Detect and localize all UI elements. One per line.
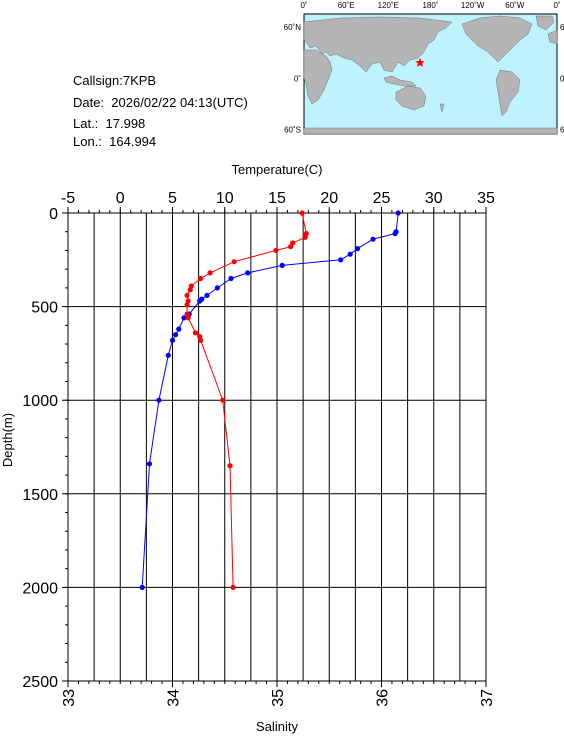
salinity-data-point (184, 302, 190, 308)
depth-tick-label: 0 (49, 206, 58, 223)
temperature-tick-label: 5 (168, 190, 177, 207)
temperature-tick-label: 0 (116, 190, 125, 207)
date-label: Date: 2026/02/22 04:13(UTC) (73, 95, 248, 110)
depth-tick-label: 2500 (22, 674, 58, 691)
salinity-data-point (227, 463, 233, 469)
land-australia (395, 85, 427, 111)
temperature-data-point (204, 292, 210, 298)
map-lat-label-left: 60˚N (284, 23, 302, 32)
map-lat-label-right: 60˚S (560, 126, 564, 135)
temperature-data-point (173, 332, 179, 338)
callsign-label: Callsign:7KPB (73, 73, 157, 88)
temperature-data-point (279, 262, 285, 268)
map-lon-label: 60˚W (505, 1, 525, 10)
salinity-data-point (288, 244, 294, 250)
land-new-zealand (439, 103, 445, 113)
salinity-data-point (231, 259, 237, 265)
temperature-tick-label: 20 (320, 190, 338, 207)
map-lat-label-right: 60˚N (560, 23, 564, 32)
longitude-label: Lon.: 164.994 (73, 134, 157, 149)
temperature-tick-label: 15 (268, 190, 286, 207)
salinity-data-point (184, 292, 190, 298)
map-lon-label: 0˚ (300, 1, 307, 10)
land-indonesia (383, 75, 417, 87)
temperature-data-point (197, 298, 203, 304)
depth-tick-label: 2000 (22, 580, 58, 597)
salinity-data-point (220, 397, 226, 403)
map-land (303, 15, 558, 135)
map-latitude-labels: 60˚N 60˚N 0˚ 0˚ 60˚S 60˚S (284, 23, 564, 135)
temperature-data-point (354, 246, 361, 252)
plot-grid (67, 212, 487, 682)
depth-axis-label: Depth(m) (0, 413, 15, 467)
temperature-data-point (338, 257, 344, 263)
data-series (139, 210, 401, 591)
salinity-data-point (299, 210, 305, 216)
map-lon-label: 180˚ (422, 1, 438, 10)
salinity-tick-label: 33 (61, 689, 78, 707)
land-europe-east (547, 29, 558, 45)
map-lon-label: 120˚E (378, 1, 399, 10)
salinity-data-point (302, 234, 308, 240)
depth-tick-label: 500 (31, 300, 58, 317)
temperature-data-point (139, 584, 145, 591)
map-lon-label: 60˚E (338, 1, 355, 10)
temperature-tick-label: 25 (373, 190, 391, 207)
depth-tick-label: 1000 (22, 393, 58, 410)
temperature-data-point (245, 270, 251, 276)
temperature-axis-label: Temperature(C) (231, 162, 322, 177)
salinity-axis-label: Salinity (256, 719, 298, 734)
map-lon-label: 120˚W (461, 1, 485, 10)
salinity-data-point (185, 315, 191, 321)
temperature-data-point (146, 461, 153, 467)
temperature-data-point (395, 210, 401, 216)
salinity-data-point (198, 275, 204, 282)
map-lon-label: 0˚ (553, 1, 560, 10)
salinity-data-point (187, 287, 193, 293)
salinity-data-point (230, 584, 236, 591)
land-greenland (535, 15, 555, 31)
land-south-america (495, 69, 521, 117)
temperature-data-point (181, 315, 187, 321)
temperature-data-point (228, 275, 234, 282)
map-lat-label-left: 60˚S (284, 126, 301, 135)
temperature-data-point (392, 231, 398, 237)
map-lat-label-right: 0˚ (560, 74, 564, 83)
station-marker (415, 57, 425, 67)
temperature-data-point (214, 285, 220, 291)
land-antarctica (303, 127, 558, 135)
salinity-data-point (198, 337, 204, 343)
temperature-data-point (176, 326, 182, 332)
temperature-data-point (165, 352, 171, 358)
temperature-data-point (169, 337, 176, 343)
land-north-america (461, 15, 533, 63)
salinity-data-point (273, 247, 279, 253)
latitude-label: Lat.: 17.998 (73, 116, 146, 131)
temperature-tick-label: 30 (425, 190, 443, 207)
salinity-tick-label: 37 (479, 689, 496, 707)
land-africa (303, 49, 333, 105)
salinity-tick-label: 36 (375, 689, 392, 707)
temperature-tick-label: -5 (61, 190, 75, 207)
temperature-tick-label: 10 (216, 190, 234, 207)
depth-tick-label: 1500 (22, 487, 58, 504)
salinity-data-point (192, 330, 199, 336)
temperature-data-point (347, 251, 353, 257)
temperature-data-point (156, 397, 162, 403)
salinity-data-point (207, 270, 213, 276)
temperature-data-point (370, 236, 376, 242)
salinity-tick-label: 35 (270, 689, 287, 707)
temperature-tick-label: 35 (477, 190, 495, 207)
map-lat-label-left: 0˚ (294, 74, 301, 83)
salinity-tick-label: 34 (166, 689, 183, 707)
map-longitude-labels: 0˚ 60˚E 120˚E 180˚ 120˚W 60˚W 0˚ (300, 1, 560, 10)
